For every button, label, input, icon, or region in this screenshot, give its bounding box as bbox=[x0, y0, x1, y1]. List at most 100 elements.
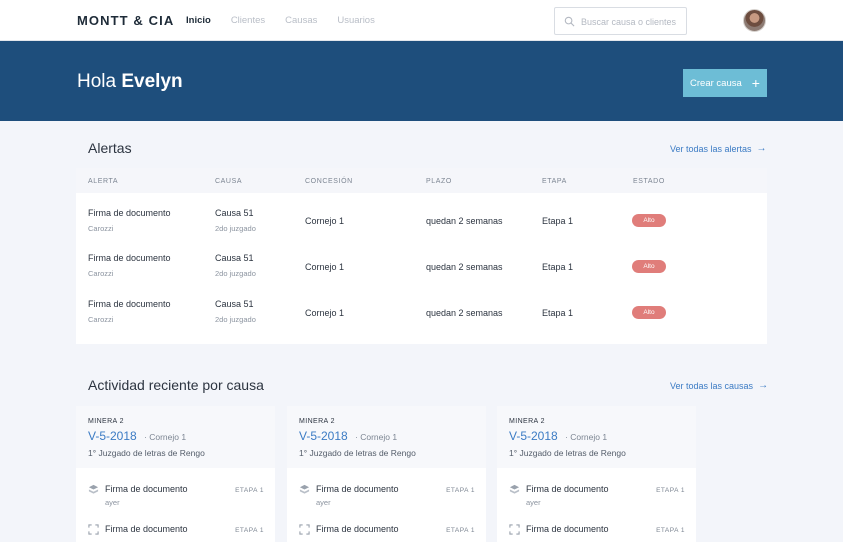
search-box bbox=[554, 7, 687, 35]
activity-stage: ETAPA 1 bbox=[446, 527, 475, 534]
activity-stage: ETAPA 1 bbox=[656, 487, 685, 494]
search-icon bbox=[564, 16, 575, 27]
activity-item[interactable]: Firma de documento ETAPA 1 bbox=[76, 524, 275, 542]
view-all-cases-link[interactable]: Ver todas las causas → bbox=[670, 380, 768, 391]
view-all-alerts-label: Ver todas las alertas bbox=[670, 143, 752, 154]
nav-link-clientes[interactable]: Clientes bbox=[230, 15, 266, 26]
case-card-header: MINERA 2 V-5-2018 · Cornejo 1 1° Juzgado… bbox=[497, 406, 696, 468]
alert-client: Carozzi bbox=[88, 224, 114, 233]
activity-time: ayer bbox=[105, 498, 120, 507]
table-row[interactable]: Firma de documento Carozzi Causa 51 2do … bbox=[76, 285, 767, 331]
column-header-alerta[interactable]: ALERTA bbox=[88, 178, 119, 185]
activity-item[interactable]: Firma de documento ayer ETAPA 1 bbox=[76, 484, 275, 524]
arrow-right-icon: → bbox=[756, 143, 767, 154]
case-tag: MINERA 2 bbox=[509, 418, 545, 425]
concession: Cornejo 1 bbox=[305, 262, 345, 272]
case-court: 2do juzgado bbox=[215, 224, 256, 233]
user-avatar[interactable] bbox=[743, 9, 766, 32]
status-badge: Alto bbox=[632, 306, 666, 319]
case-court: 2do juzgado bbox=[215, 315, 256, 324]
alert-client: Carozzi bbox=[88, 315, 114, 324]
deadline: quedan 2 semanas bbox=[426, 308, 503, 318]
activity-item[interactable]: Firma de documento ETAPA 1 bbox=[287, 524, 486, 542]
nav-link-usuarios[interactable]: Usuarios bbox=[337, 15, 375, 26]
stage: Etapa 1 bbox=[542, 262, 574, 272]
activity-title: Firma de documento bbox=[316, 524, 399, 534]
case-code[interactable]: V-5-2018 bbox=[88, 429, 137, 443]
activity-item[interactable]: Firma de documento ayer ETAPA 1 bbox=[497, 484, 696, 524]
expand-icon bbox=[299, 524, 310, 535]
alerts-table-header: ALERTA CAUSA CONCESIÓN PLAZO ETAPA ESTAD… bbox=[76, 168, 767, 193]
column-header-causa[interactable]: CAUSA bbox=[215, 178, 243, 185]
case-activity-card[interactable]: MINERA 2 V-5-2018 · Cornejo 1 1° Juzgado… bbox=[287, 406, 486, 542]
alerts-title: Alertas bbox=[88, 140, 132, 156]
table-row[interactable]: Firma de documento Carozzi Causa 51 2do … bbox=[76, 239, 767, 285]
top-navbar: MONTT & CIA Inicio Clientes Causas Usuar… bbox=[0, 0, 843, 41]
case-court: 1° Juzgado de letras de Rengo bbox=[509, 448, 626, 458]
case-code[interactable]: V-5-2018 bbox=[509, 429, 558, 443]
case-activity-card[interactable]: MINERA 2 V-5-2018 · Cornejo 1 1° Juzgado… bbox=[76, 406, 275, 542]
concession: Cornejo 1 bbox=[305, 308, 345, 318]
view-all-alerts-link[interactable]: Ver todas las alertas → bbox=[670, 143, 767, 154]
table-row[interactable]: Firma de documento Carozzi Causa 51 2do … bbox=[76, 193, 767, 239]
case-concession: · Cornejo 1 bbox=[565, 432, 608, 442]
search-input[interactable] bbox=[581, 14, 683, 30]
status-badge: Alto bbox=[632, 260, 666, 273]
activity-time: ayer bbox=[526, 498, 541, 507]
case-concession: · Cornejo 1 bbox=[144, 432, 187, 442]
arrow-right-icon: → bbox=[758, 380, 769, 391]
case-concession-label: Cornejo 1 bbox=[570, 432, 608, 442]
create-case-label: Crear causa bbox=[690, 77, 742, 89]
plus-icon: + bbox=[751, 75, 760, 91]
column-header-estado[interactable]: ESTADO bbox=[633, 178, 665, 185]
column-header-plazo[interactable]: PLAZO bbox=[426, 178, 452, 185]
case-card-header: MINERA 2 V-5-2018 · Cornejo 1 1° Juzgado… bbox=[76, 406, 275, 468]
activity-item[interactable]: Firma de documento ETAPA 1 bbox=[497, 524, 696, 542]
activity-title: Firma de documento bbox=[526, 484, 609, 494]
expand-icon bbox=[88, 524, 99, 535]
case-name[interactable]: Causa 51 bbox=[215, 253, 254, 263]
case-court: 2do juzgado bbox=[215, 269, 256, 278]
nav-link-inicio[interactable]: Inicio bbox=[186, 15, 211, 26]
case-name[interactable]: Causa 51 bbox=[215, 208, 254, 218]
column-header-concesion[interactable]: CONCESIÓN bbox=[305, 178, 353, 185]
activity-title: Firma de documento bbox=[105, 524, 188, 534]
activity-item[interactable]: Firma de documento ayer ETAPA 1 bbox=[287, 484, 486, 524]
layers-icon bbox=[88, 484, 99, 494]
case-name[interactable]: Causa 51 bbox=[215, 299, 254, 309]
activity-title: Firma de documento bbox=[105, 484, 188, 494]
case-card-header: MINERA 2 V-5-2018 · Cornejo 1 1° Juzgado… bbox=[287, 406, 486, 468]
column-header-etapa[interactable]: ETAPA bbox=[542, 178, 567, 185]
layers-icon bbox=[299, 484, 310, 494]
case-court: 1° Juzgado de letras de Rengo bbox=[299, 448, 416, 458]
case-concession: · Cornejo 1 bbox=[355, 432, 398, 442]
case-tag: MINERA 2 bbox=[299, 418, 335, 425]
brand-logo[interactable]: MONTT & CIA bbox=[77, 13, 175, 28]
case-tag: MINERA 2 bbox=[88, 418, 124, 425]
case-activity-card[interactable]: MINERA 2 V-5-2018 · Cornejo 1 1° Juzgado… bbox=[497, 406, 696, 542]
concession: Cornejo 1 bbox=[305, 216, 345, 226]
case-concession-label: Cornejo 1 bbox=[149, 432, 187, 442]
deadline: quedan 2 semanas bbox=[426, 262, 503, 272]
stage: Etapa 1 bbox=[542, 308, 574, 318]
nav-link-causas[interactable]: Causas bbox=[285, 15, 318, 26]
activity-time: ayer bbox=[316, 498, 331, 507]
activity-stage: ETAPA 1 bbox=[235, 527, 264, 534]
welcome-banner: Hola Evelyn Crear causa + bbox=[0, 41, 843, 121]
activity-stage: ETAPA 1 bbox=[235, 487, 264, 494]
alert-type: Firma de documento bbox=[88, 299, 171, 309]
case-concession-label: Cornejo 1 bbox=[360, 432, 398, 442]
greeting-prefix: Hola bbox=[77, 71, 117, 92]
create-case-button[interactable]: Crear causa + bbox=[683, 69, 767, 97]
layers-icon bbox=[509, 484, 520, 494]
alert-type: Firma de documento bbox=[88, 208, 171, 218]
alert-client: Carozzi bbox=[88, 269, 114, 278]
activity-title: Firma de documento bbox=[316, 484, 399, 494]
activity-stage: ETAPA 1 bbox=[446, 487, 475, 494]
view-all-cases-label: Ver todas las causas bbox=[670, 380, 754, 391]
case-code[interactable]: V-5-2018 bbox=[299, 429, 348, 443]
status-badge: Alto bbox=[632, 214, 666, 227]
alerts-table: ALERTA CAUSA CONCESIÓN PLAZO ETAPA ESTAD… bbox=[76, 168, 767, 344]
greeting: Hola Evelyn bbox=[77, 71, 183, 93]
deadline: quedan 2 semanas bbox=[426, 216, 503, 226]
